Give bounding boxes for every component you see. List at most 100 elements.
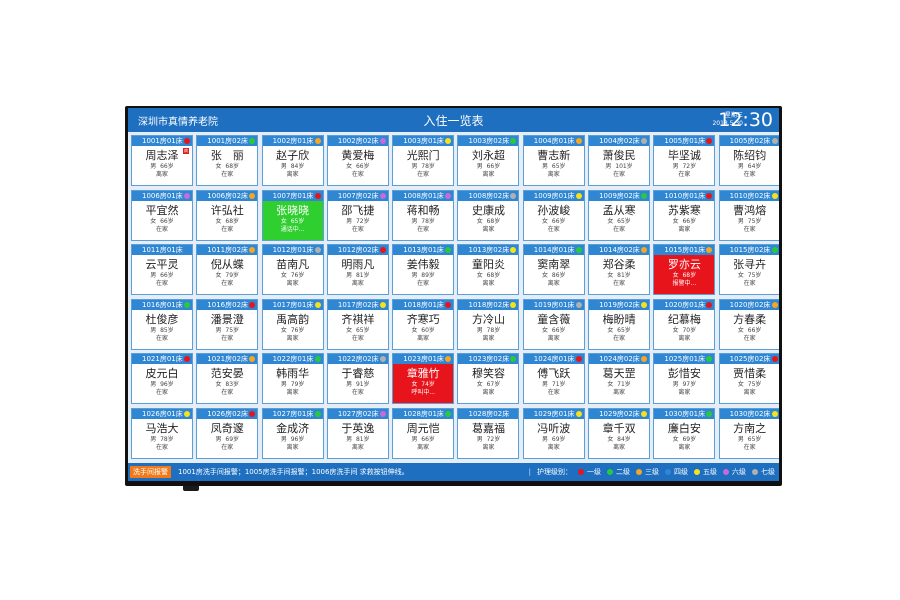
age: 69岁 [551,435,566,443]
resident-card[interactable]: 1005房01床 毕坚诚男 72岁 在家 [653,135,716,186]
resident-card[interactable]: 1006房02床 许弘社女 68岁 在家 [196,189,259,241]
resident-card[interactable]: 1025房02床 贾惜柔女 75岁 离家 [718,353,779,405]
resident-card[interactable]: 1028房02床 葛嘉福男 72岁 离家 [457,407,520,459]
resident-card[interactable]: 1014房01床 窦南翠女 86岁 离家 [522,244,585,296]
resident-card[interactable]: 1018房01床 齐寒巧女 60岁 离家 [392,298,455,350]
resident-card[interactable]: 1017房01床 禹高韵女 76岁 离家 [261,298,324,350]
resident-card[interactable]: 1003房01床 光熙门男 78岁 在家 [392,135,455,186]
resident-card[interactable]: 1015房02床 张寻卉女 75岁 在家 [718,244,779,296]
resident-card[interactable]: 1027房01床 金成济男 96岁 离家 [261,407,324,459]
resident-card[interactable]: 1030房01床 廉白安女 69岁 离家 [653,407,716,459]
resident-card[interactable]: 1020房02床 方春柔女 66岁 在家 [718,298,779,350]
age: 72岁 [355,217,370,225]
resident-card[interactable]: 1029房01床 冯听波男 69岁 离家 [522,407,585,459]
resident-info: 女 75岁 [720,272,779,280]
resident-card[interactable]: 1017房02床 齐祺祥女 65岁 在家 [326,298,389,350]
resident-info: 男 69岁 [524,436,584,444]
age: 89岁 [421,272,435,280]
resident-status: 在家 [613,171,626,178]
resident-name: 梅盼晴 [602,312,636,326]
resident-card[interactable]: 1012房01床 苗南凡女 76岁 离家 [261,244,324,296]
care-level-dot-icon [184,410,190,417]
bed-label: 1005房02床 [719,136,779,146]
room-bed-number: 1015房01床 [664,246,706,255]
gender: 男 [150,435,157,443]
resident-card[interactable]: 1016房02床 潘景澄男 75岁 在家 [196,298,259,350]
resident-card[interactable]: 1011房02床 倪从蝶女 79岁 在家 [196,244,259,296]
resident-card[interactable]: 1025房01床 彭惜安男 97岁 离家 [653,353,716,405]
resident-card[interactable]: 1021房02床 范安晏女 83岁 在家 [196,353,259,405]
resident-card[interactable]: 1001房01床病周志泽男 66岁 离家 [131,135,193,186]
resident-card[interactable]: 1021房01床 皮元白男 96岁 在家 [131,353,193,405]
alarm-tag[interactable]: 洗手间报警 [130,466,171,478]
resident-card[interactable]: 1003房02床 刘永超男 66岁 离家 [457,135,520,186]
resident-card[interactable]: 1009房01床 孙波峻女 66岁 在家 [522,189,585,241]
resident-card[interactable]: 1002房01床 赵子欣男 84岁 离家 [261,135,324,186]
resident-card[interactable]: 1019房01床 童含薇女 66岁 离家 [522,298,585,350]
care-level-dot-icon [510,410,517,417]
resident-card[interactable]: 1013房02床 童阳炎女 68岁 离家 [457,244,520,296]
resident-status: 在家 [221,280,234,288]
resident-card[interactable]: 1004房01床 曹志新男 65岁 离家 [522,135,585,186]
resident-card[interactable]: 1011房01床 云平灵男 66岁 在家 [131,244,193,296]
resident-card[interactable]: 1024房01床 傅飞跃男 71岁 在家 [522,353,585,405]
resident-card[interactable]: 1016房01床 杜俊彦男 85岁 在家 [131,298,193,350]
page-title: 入住一览表 [423,114,484,128]
gender: 女 [215,272,222,280]
resident-card[interactable]: 1010房02床 曹鸿熔男 75岁 在家 [718,189,779,241]
resident-card[interactable]: 1009房02床 孟从寒女 65岁 在家 [588,189,651,241]
resident-card[interactable]: 1013房01床 姜伟毅男 89岁 在家 [392,244,455,296]
resident-card[interactable]: 1024房02床 葛天罡女 71岁 离家 [588,353,651,405]
resident-card[interactable]: 1030房02床 方南之男 65岁 在家 [718,407,779,459]
bed-label: 1019房01床 [523,299,584,310]
age: 68岁 [486,272,501,280]
resident-card[interactable]: 1027房02床 于英逸男 81岁 离家 [326,407,389,459]
resident-card[interactable]: 1002房02床 黄爱梅女 66岁 在家 [326,135,389,186]
resident-card[interactable]: 1023房02床 穆笑容女 67岁 离家 [457,353,520,405]
care-level-dot-icon [445,138,452,144]
gender: 女 [737,381,744,389]
resident-card[interactable]: 1026房01床 马浩大男 78岁 在家 [131,407,193,459]
resident-card[interactable]: 1022房01床 韩雨华男 79岁 离家 [261,353,324,405]
resident-name: 周元恺 [406,421,440,435]
gender: 女 [542,326,549,334]
legend-dot-icon [578,469,584,475]
resident-card[interactable]: 1005房02床 陈绍钧男 64岁 在家 [718,135,779,186]
resident-grid: 1001房01床病周志泽男 66岁 离家 1001房02床张 丽女 68岁 在家 100… [131,135,779,459]
resident-card[interactable]: 1012房02床 明雨凡男 81岁 离家 [326,244,389,296]
resident-card[interactable]: 1022房02床 于睿慈男 91岁 在家 [326,353,389,405]
resident-name: 姜伟毅 [406,258,440,272]
resident-card[interactable]: 1006房01床 平宜然女 66岁 在家 [131,189,193,241]
age: 66岁 [160,163,174,170]
resident-card[interactable]: 1026房02床 凤奇邃男 69岁 在家 [196,407,259,459]
resident-card[interactable]: 1010房01床 苏紫寒女 66岁 离家 [653,189,716,241]
resident-card[interactable]: 1007房01床 张晓晓女 65岁 通话中... [261,189,324,241]
resident-card[interactable]: 1007房02床 邵飞捷男 72岁 在家 [326,189,389,241]
room-bed-number: 1025房01床 [664,355,706,364]
resident-status: 在家 [351,389,364,397]
resident-card[interactable]: 1023房01床 章雅竹女 74岁 呼叫中... [392,353,455,405]
resident-card[interactable]: 1008房02床 史康成女 68岁 离家 [457,189,520,241]
resident-name: 齐寒巧 [406,312,440,326]
gender: 男 [672,163,679,170]
resident-info: 男 81岁 [328,272,388,280]
resident-card[interactable]: 1008房01床 蒋和畅男 78岁 在家 [392,189,455,241]
resident-card[interactable]: 1001房02床张 丽女 68岁 在家 [196,135,259,186]
bed-label: 1020房02床 [719,299,779,310]
resident-card[interactable]: 1020房01床 纪慕梅女 70岁 离家 [653,298,716,350]
resident-card[interactable]: 1014房02床 郑谷柔女 81岁 在家 [588,244,651,296]
resident-card[interactable]: 1029房02床 章千双女 84岁 离家 [588,407,651,459]
resident-name: 潘景澄 [210,312,244,326]
age: 96岁 [290,435,305,443]
resident-card[interactable]: 1015房01床 罗亦云女 68岁 报警中... [653,244,716,296]
resident-card[interactable]: 1004房02床 萧俊民男 101岁 在家 [588,135,651,186]
resident-status: 在家 [613,280,626,288]
resident-name: 史康成 [471,203,505,217]
resident-name: 童阳炎 [471,258,505,272]
resident-card[interactable]: 1028房01床 周元恺男 66岁 离家 [392,407,455,459]
resident-card[interactable]: 1018房02床 方冷山男 78岁 离家 [457,298,520,350]
bed-label: 1011房01床 [132,245,192,256]
room-bed-number: 1030房02床 [729,409,771,418]
resident-card[interactable]: 1019房02床 梅盼晴女 65岁 在家 [588,298,651,350]
care-level-dot-icon [249,410,256,417]
